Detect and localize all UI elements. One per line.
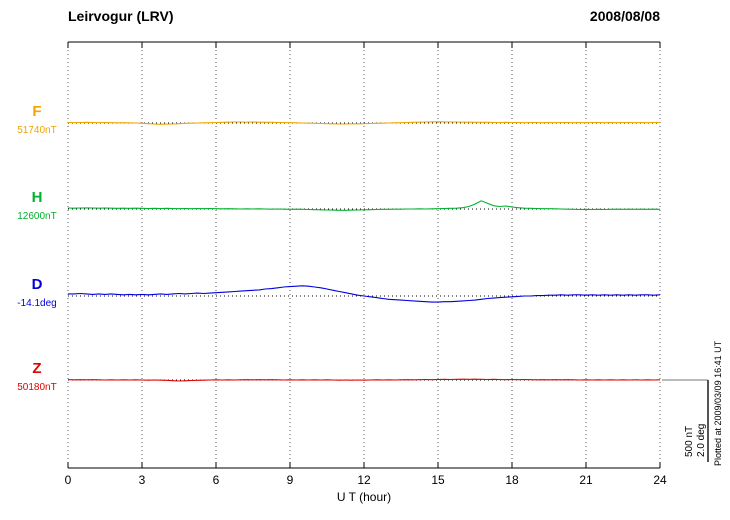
trace-Z bbox=[67, 378, 661, 382]
x-tick-label: 18 bbox=[505, 473, 519, 487]
trace-F bbox=[67, 121, 660, 125]
series-name-F: F bbox=[32, 103, 42, 120]
x-tick-label: 9 bbox=[286, 473, 294, 487]
date-label: 2008/08/08 bbox=[589, 8, 660, 24]
scalebar-deg-label: 2.0 deg bbox=[696, 423, 707, 457]
x-tick-label: 3 bbox=[138, 473, 146, 487]
trace-D bbox=[68, 285, 661, 303]
x-tick-label: 24 bbox=[653, 473, 667, 487]
x-tick-label: 21 bbox=[579, 473, 593, 487]
series-name-D: D bbox=[31, 276, 43, 293]
series-baseline-D: -14.1deg bbox=[17, 298, 57, 309]
series-baseline-F: 51740nT bbox=[17, 125, 57, 136]
x-tick-label: 12 bbox=[357, 473, 371, 487]
x-tick-label: 15 bbox=[431, 473, 445, 487]
x-tick-label: 0 bbox=[64, 473, 72, 487]
series-name-H: H bbox=[31, 189, 43, 206]
series-name-Z: Z bbox=[32, 360, 42, 377]
series-baseline-Z: 50180nT bbox=[17, 382, 57, 393]
page-title: Leirvogur (LRV) bbox=[68, 8, 174, 24]
trace-H bbox=[67, 200, 661, 211]
x-axis-label: U T (hour) bbox=[336, 490, 392, 504]
x-tick-label: 6 bbox=[212, 473, 220, 487]
scalebar-nt-label: 500 nT bbox=[684, 425, 695, 457]
series-baseline-H: 12600nT bbox=[17, 211, 57, 222]
plotted-at-label: Plotted at 2009/03/09 16:41 UT bbox=[713, 340, 723, 466]
